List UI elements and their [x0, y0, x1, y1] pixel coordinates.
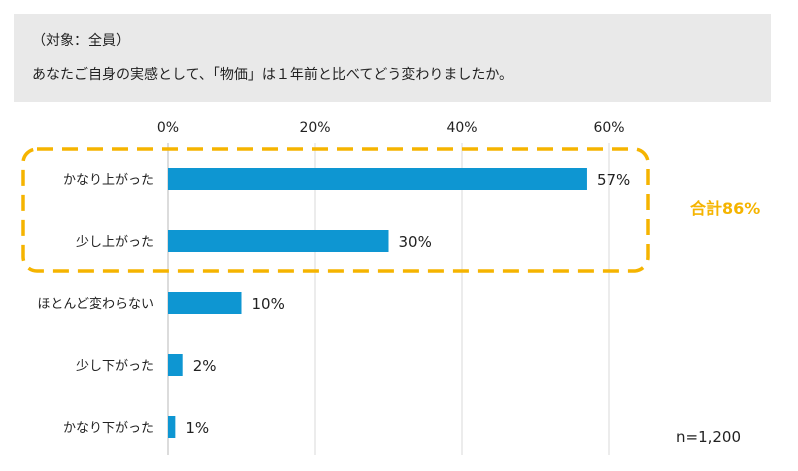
category-label: 少し下がった: [76, 359, 154, 374]
bar-1: [168, 230, 389, 252]
x-tick-label: 0%: [157, 120, 179, 136]
bar-2: [168, 292, 242, 314]
category-label: かなり上がった: [63, 173, 154, 188]
question-text: あなたご自身の実感として、「物価」は１年前と比べてどう変わりましたか。: [32, 67, 514, 83]
category-label: 少し上がった: [76, 235, 154, 250]
data-label: 10%: [252, 295, 285, 313]
highlight-dashed-box: [21, 147, 650, 273]
x-tick-label: 40%: [446, 120, 477, 136]
target-subtitle: （対象：全員）: [32, 33, 130, 49]
data-label: 57%: [597, 171, 630, 189]
bar-3: [168, 354, 183, 376]
data-label: 30%: [399, 233, 432, 251]
category-label: かなり下がった: [63, 421, 154, 436]
question-header: （対象：全員） あなたご自身の実感として、「物価」は１年前と比べてどう変わりまし…: [14, 14, 771, 102]
bar-4: [168, 416, 176, 438]
bar-0: [168, 168, 587, 190]
x-tick-label: 60%: [593, 120, 624, 136]
category-label: ほとんど変わらない: [37, 296, 154, 312]
highlight-total-label: 合計86%: [690, 199, 760, 218]
data-label: 2%: [193, 357, 217, 375]
sample-size-label: n=1,200: [676, 428, 742, 446]
x-tick-label: 20%: [299, 120, 330, 136]
data-label: 1%: [185, 419, 209, 437]
